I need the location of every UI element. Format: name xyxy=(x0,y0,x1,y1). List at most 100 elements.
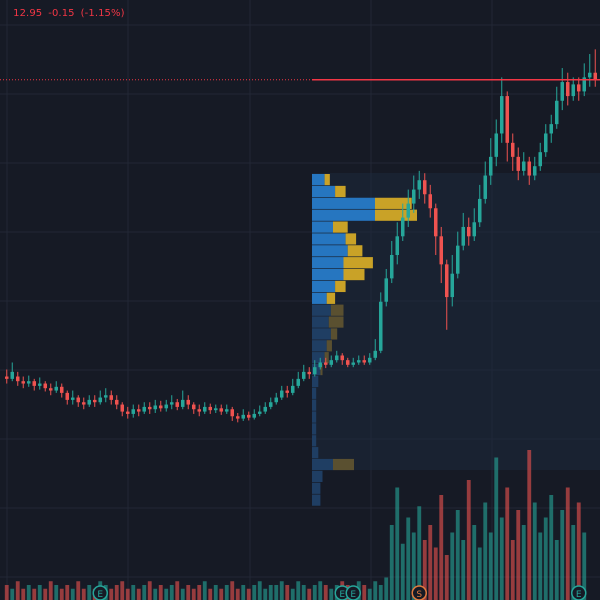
vp-up-bar xyxy=(312,375,319,388)
vp-up-bar xyxy=(312,470,323,482)
candle-body xyxy=(571,84,576,97)
volume-bar xyxy=(472,525,477,600)
candle-body xyxy=(389,255,394,279)
candle-body xyxy=(224,409,229,412)
candle-body xyxy=(268,402,273,407)
earnings-event-icon[interactable]: E xyxy=(92,585,108,600)
volume-bar xyxy=(59,588,64,600)
earnings-event-icon[interactable]: E xyxy=(571,585,587,600)
volume-bar xyxy=(158,585,163,600)
volume-bar xyxy=(274,585,279,600)
volume-bar xyxy=(169,585,174,600)
candle-body xyxy=(307,371,312,375)
volume-bar xyxy=(296,581,301,600)
candle-body xyxy=(153,405,158,410)
event-circle xyxy=(345,585,361,600)
event-circle xyxy=(411,585,427,600)
vp-down-bar xyxy=(347,245,363,257)
candle-body xyxy=(32,381,37,386)
volume-bar xyxy=(362,585,367,600)
candlesticks xyxy=(4,49,598,423)
volume-bar xyxy=(301,585,306,600)
volume-bar xyxy=(65,585,70,600)
candle-body xyxy=(411,189,416,204)
candle-body xyxy=(488,156,493,176)
volume-bar xyxy=(417,506,422,600)
volume-profile[interactable] xyxy=(312,173,600,506)
candle-body xyxy=(554,100,559,125)
candle-body xyxy=(81,402,86,405)
candle-body xyxy=(587,72,592,78)
candle-body xyxy=(576,84,581,92)
vp-down-bar xyxy=(335,280,346,293)
volume-bar xyxy=(136,588,141,600)
candle-body xyxy=(246,414,251,418)
volume-bar xyxy=(285,585,290,600)
vp-up-bar xyxy=(312,494,321,506)
candle-body xyxy=(263,406,268,412)
candle-body xyxy=(257,411,262,414)
candle-body xyxy=(114,399,119,405)
vp-up-bar xyxy=(312,423,317,435)
volume-bar xyxy=(76,581,81,600)
volume-bar xyxy=(208,588,213,600)
vp-up-bar xyxy=(312,233,346,245)
volume-bar xyxy=(510,540,515,600)
vp-down-bar xyxy=(330,328,338,340)
candle-body xyxy=(422,180,427,195)
split-event-icon[interactable]: S xyxy=(411,585,427,600)
volume-bar xyxy=(213,585,218,600)
volume-bar xyxy=(279,581,284,600)
vp-up-bar xyxy=(312,304,331,316)
volume-bar xyxy=(164,588,169,600)
volume-bar xyxy=(241,585,246,600)
candle-body xyxy=(219,408,224,412)
volume-bar xyxy=(263,588,268,600)
vp-up-bar xyxy=(312,399,317,411)
candle-body xyxy=(290,385,295,393)
earnings-event-icon[interactable]: E xyxy=(345,585,361,600)
candle-body xyxy=(169,402,174,405)
volume-bar xyxy=(389,525,394,600)
volume-bar xyxy=(521,525,526,600)
volume-bar xyxy=(15,581,20,600)
volume-bar xyxy=(191,588,196,600)
volume-bar xyxy=(576,502,581,600)
candle-body xyxy=(147,406,152,410)
volume-bar xyxy=(439,495,444,600)
vp-down-bar xyxy=(326,340,332,352)
candle-body xyxy=(444,264,449,298)
vp-up-bar xyxy=(312,174,325,186)
candle-body xyxy=(301,371,306,379)
volume-bar xyxy=(505,487,510,600)
volume-bar xyxy=(565,487,570,600)
ohlc-legend: 12.95 -0.15 (-1.15%) xyxy=(0,0,131,30)
volume-bar xyxy=(455,510,460,600)
candle-body xyxy=(406,203,411,218)
vp-up-bar xyxy=(312,316,329,328)
candle-body xyxy=(70,397,75,400)
volume-bar xyxy=(125,588,130,600)
volume-bar xyxy=(323,585,328,600)
candle-body xyxy=(197,409,202,412)
vp-down-bar xyxy=(330,304,344,316)
volume-bar xyxy=(290,588,295,600)
candle-body xyxy=(279,390,284,398)
volume-bar xyxy=(257,581,262,600)
candle-body xyxy=(362,360,367,363)
volume-bar xyxy=(461,540,466,600)
candle-body xyxy=(433,208,438,237)
vp-down-bar xyxy=(375,197,412,209)
candle-body xyxy=(10,371,15,379)
volume-bar xyxy=(527,450,532,600)
volume-bar xyxy=(318,581,323,600)
event-label: E xyxy=(350,590,356,600)
vp-down-bar xyxy=(333,458,354,471)
vp-up-bar xyxy=(312,447,319,459)
vp-up-bar xyxy=(312,435,317,447)
volume-bar xyxy=(494,457,499,600)
volume-bar xyxy=(219,588,224,600)
